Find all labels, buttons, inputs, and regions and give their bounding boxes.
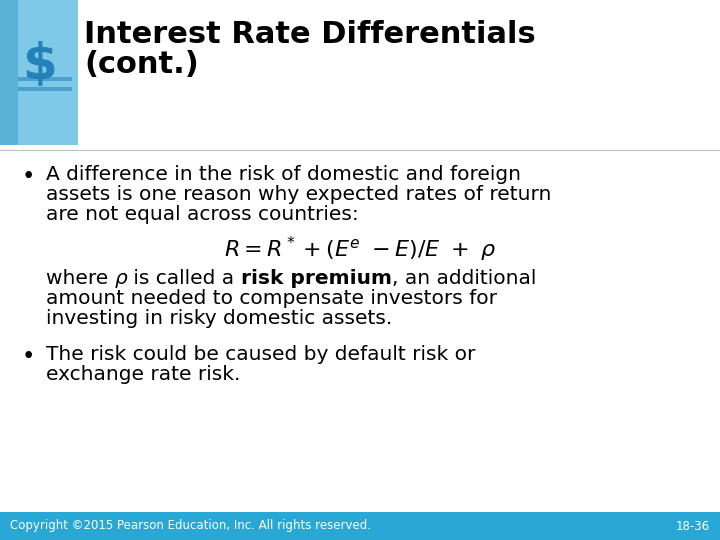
Text: •: • [22, 345, 35, 368]
Bar [0, 0, 78, 145]
Text: The risk could be caused by default risk or: The risk could be caused by default risk… [46, 345, 475, 364]
Text: investing in risky domestic assets.: investing in risky domestic assets. [46, 309, 392, 328]
Text: $\mathit{R} = \mathit{R}^*+(\mathit{E}^e\ -\mathit{E})/\mathit{E}\ +\ \rho$: $\mathit{R} = \mathit{R}^*+(\mathit{E}^e… [224, 235, 496, 264]
Text: A difference in the risk of domestic and foreign: A difference in the risk of domestic and… [46, 165, 521, 184]
Text: where: where [46, 269, 114, 288]
Text: •: • [22, 165, 35, 188]
Text: risk premium: risk premium [241, 269, 392, 288]
Bar [0, 0, 18, 145]
Text: assets is one reason why expected rates of return: assets is one reason why expected rates … [46, 185, 552, 204]
Text: amount needed to compensate investors for: amount needed to compensate investors fo… [46, 289, 497, 308]
Bar [18, 86, 72, 91]
Text: (cont.): (cont.) [84, 50, 199, 79]
Bar [18, 77, 72, 80]
Text: are not equal across countries:: are not equal across countries: [46, 205, 359, 224]
Text: $: $ [22, 40, 56, 89]
Text: ρ: ρ [114, 269, 127, 288]
Text: exchange rate risk.: exchange rate risk. [46, 365, 240, 384]
Bar [0, 512, 720, 540]
Text: is called a: is called a [127, 269, 241, 288]
Text: 18-36: 18-36 [676, 519, 710, 532]
Text: , an additional: , an additional [392, 269, 536, 288]
Text: Interest Rate Differentials: Interest Rate Differentials [84, 20, 536, 49]
Text: Copyright ©2015 Pearson Education, Inc. All rights reserved.: Copyright ©2015 Pearson Education, Inc. … [10, 519, 371, 532]
